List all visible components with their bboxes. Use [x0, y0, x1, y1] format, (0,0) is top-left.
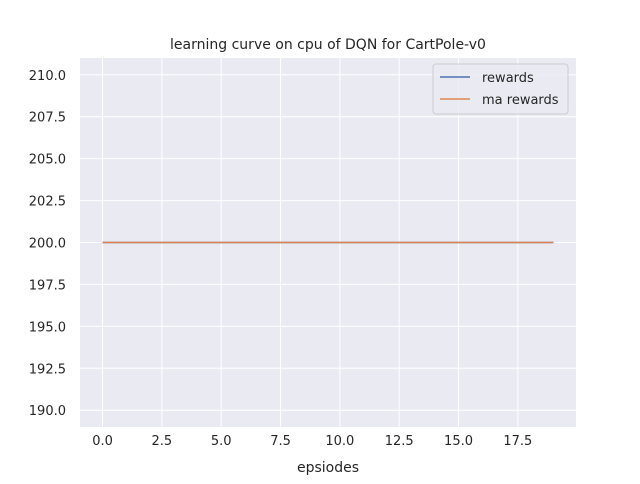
x-tick-label: 15.0 [444, 434, 473, 449]
x-tick-label: 7.5 [270, 434, 291, 449]
legend-label-ma-rewards: ma rewards [482, 93, 559, 108]
x-tick-label: 17.5 [503, 434, 532, 449]
y-tick-label: 205.0 [29, 153, 66, 168]
x-tick-label: 12.5 [385, 434, 414, 449]
x-tick-labels: 0.0 2.5 5.0 7.5 10.0 12.5 15.0 17.5 [92, 434, 532, 449]
y-tick-label: 210.0 [29, 69, 66, 84]
x-tick-label: 0.0 [92, 434, 113, 449]
x-tick-label: 10.0 [325, 434, 354, 449]
y-tick-label: 207.5 [29, 111, 66, 126]
y-tick-label: 195.0 [29, 320, 66, 335]
y-tick-label: 202.5 [29, 195, 66, 210]
chart-title: learning curve on cpu of DQN for CartPol… [170, 37, 486, 53]
x-tick-label: 5.0 [211, 434, 232, 449]
legend: rewards ma rewards [432, 63, 569, 115]
y-tick-label: 190.0 [29, 404, 66, 419]
y-tick-labels: 190.0 192.5 195.0 197.5 200.0 202.5 205.0 207.5… [29, 69, 66, 419]
y-tick-label: 200.0 [29, 237, 66, 252]
grid [80, 58, 576, 427]
x-axis-label: epsiodes [297, 460, 359, 476]
legend-label-rewards: rewards [482, 71, 534, 86]
y-tick-label: 192.5 [29, 362, 66, 377]
x-tick-label: 2.5 [152, 434, 173, 449]
y-tick-label: 197.5 [29, 278, 66, 293]
